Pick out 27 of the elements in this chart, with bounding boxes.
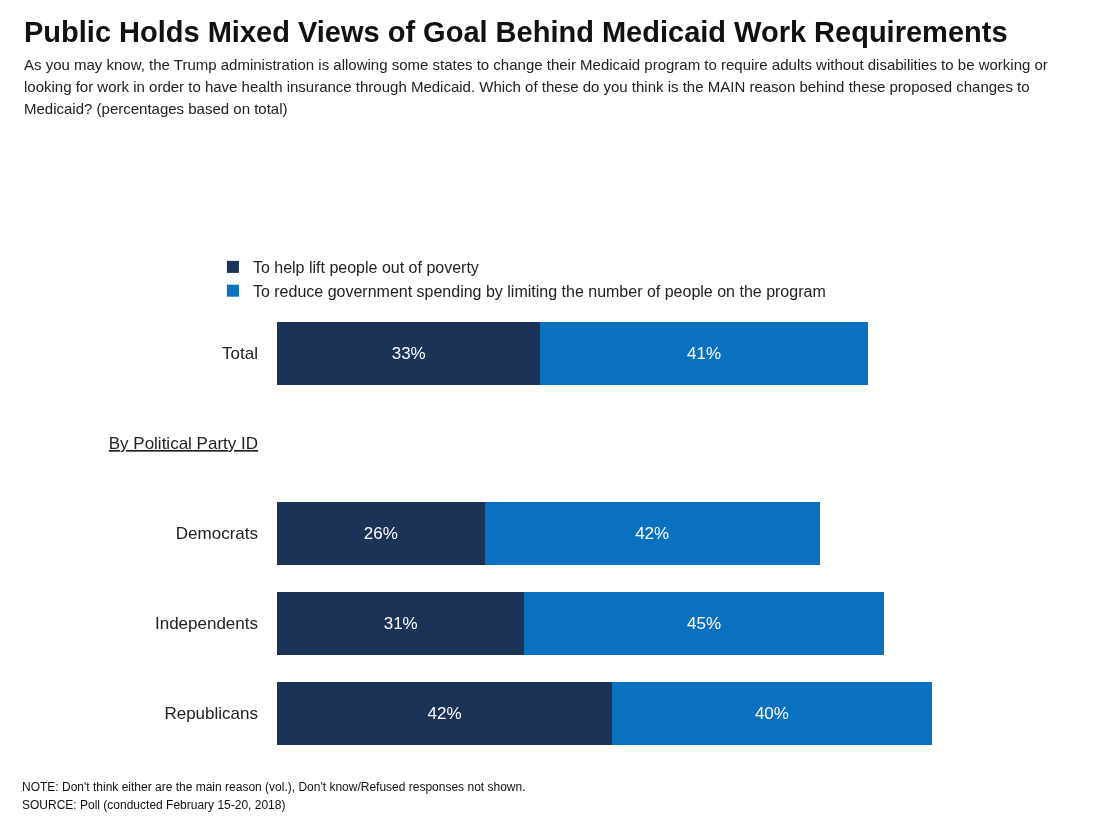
data-label: 42% (427, 703, 462, 723)
data-label: 31% (383, 613, 418, 633)
data-label: 41% (687, 343, 722, 363)
bar (612, 681, 932, 745)
bar (484, 501, 820, 565)
bar (277, 501, 485, 565)
data-label: 45% (687, 613, 722, 633)
bar (277, 681, 613, 745)
bar (277, 591, 525, 655)
bar (540, 321, 868, 385)
y-tick-label: Independents (154, 613, 258, 633)
text: NOTE: Don't think either are the main reason (vol.), Don't know/Refused responses not shown. (22, 779, 527, 796)
data-label: 33% (391, 343, 426, 363)
y-tick-label: By Political Party ID (108, 433, 258, 453)
legend-label: To help lift people out of poverty (252, 259, 479, 277)
data-label: 40% (754, 703, 789, 723)
bar (277, 321, 541, 385)
bar (524, 591, 884, 655)
y-tick-label: Republicans (164, 703, 258, 723)
y-tick-label: Total (222, 343, 258, 363)
chart-title: Public Holds Mixed Views of Goal Behind Medicaid Work Requirements (24, 15, 1009, 50)
y-tick-label: Democrats (175, 523, 258, 543)
legend-label: To reduce government spending by limiting the number of people on the program (252, 282, 826, 300)
source-note: SOURCE: Poll (conducted February 15-20, 2018) (22, 797, 287, 814)
chart-subtitle: As you may know, the Trump administration is allowing some states to change their Medicaid program to require adults without disabilities to be working or looking for work in order to have health insurance through Medicaid. Which of these do you think is the MAIN reason behind these proposed changes to Medicaid? (percentages based on total) (24, 55, 1049, 119)
data-label: 26% (363, 523, 398, 543)
data-label: 42% (635, 523, 670, 543)
